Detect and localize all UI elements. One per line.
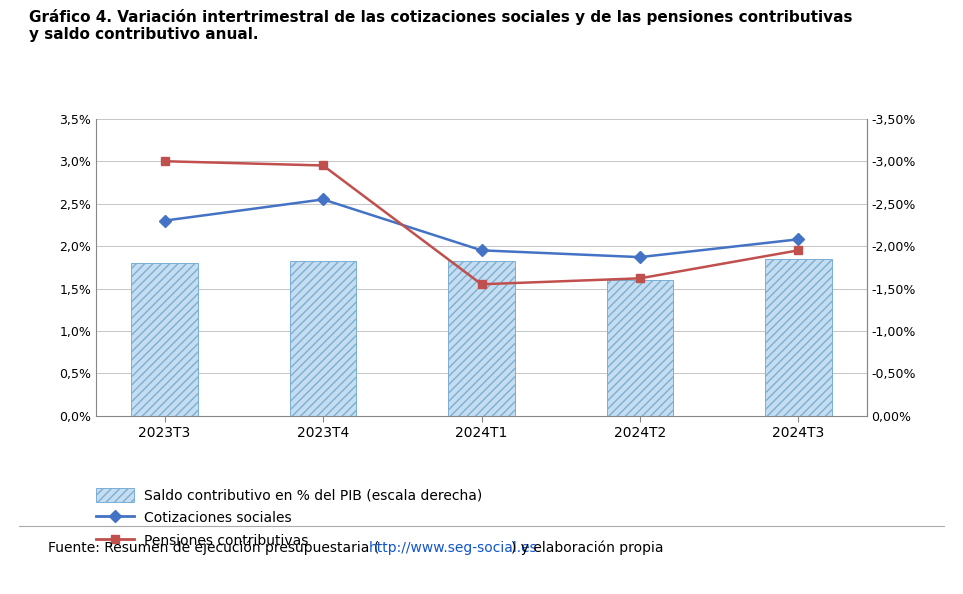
Text: y saldo contributivo anual.: y saldo contributivo anual. [29,27,258,42]
Legend: Saldo contributivo en % del PIB (escala derecha), Cotizaciones sociales, Pension: Saldo contributivo en % del PIB (escala … [95,488,482,548]
Bar [290,261,356,416]
Text: http://www.seg-social.es: http://www.seg-social.es [369,541,537,555]
Bar [766,259,832,416]
Text: Fuente: Resumen de ejecución presupuestaria (: Fuente: Resumen de ejecución presupuesta… [48,541,379,555]
Bar [448,261,515,416]
Bar [131,263,197,416]
Text: Gráfico 4. Variación intertrimestral de las cotizaciones sociales y de las pensi: Gráfico 4. Variación intertrimestral de … [29,9,852,25]
Bar [607,280,673,416]
Text: ) y elaboración propia: ) y elaboración propia [511,541,664,555]
